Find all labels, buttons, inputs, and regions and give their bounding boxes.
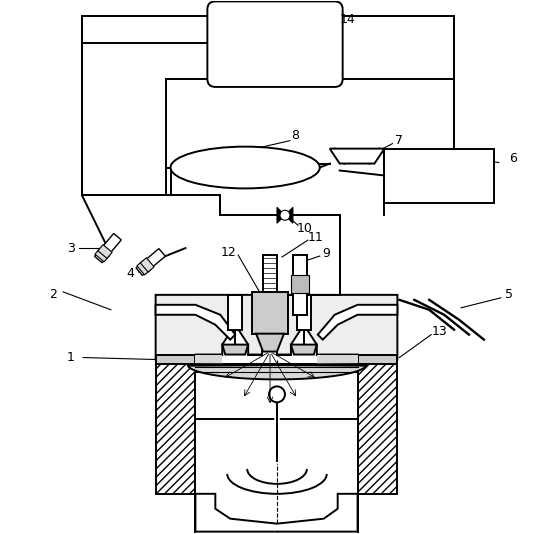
Polygon shape bbox=[95, 233, 121, 263]
Polygon shape bbox=[155, 305, 235, 340]
Polygon shape bbox=[291, 344, 317, 355]
Text: 1: 1 bbox=[67, 351, 75, 364]
Polygon shape bbox=[155, 359, 195, 494]
Polygon shape bbox=[293, 255, 307, 315]
Polygon shape bbox=[263, 255, 277, 292]
Polygon shape bbox=[358, 359, 398, 494]
Text: 2: 2 bbox=[49, 288, 57, 301]
Polygon shape bbox=[136, 249, 165, 276]
Text: 6: 6 bbox=[509, 152, 517, 165]
Polygon shape bbox=[297, 295, 311, 329]
Polygon shape bbox=[291, 275, 309, 293]
Text: 10: 10 bbox=[297, 222, 313, 235]
Text: 11: 11 bbox=[308, 231, 324, 244]
Polygon shape bbox=[254, 295, 286, 332]
Text: 14: 14 bbox=[340, 13, 356, 26]
Text: 12: 12 bbox=[221, 246, 236, 258]
Polygon shape bbox=[195, 365, 358, 419]
Text: 3: 3 bbox=[67, 241, 75, 255]
Text: 13: 13 bbox=[431, 325, 447, 338]
Polygon shape bbox=[155, 295, 398, 359]
Circle shape bbox=[269, 387, 285, 402]
Ellipse shape bbox=[170, 147, 320, 189]
Text: 7: 7 bbox=[395, 134, 403, 147]
Polygon shape bbox=[228, 295, 242, 329]
Polygon shape bbox=[137, 261, 150, 275]
Polygon shape bbox=[140, 258, 154, 272]
Text: 4: 4 bbox=[127, 268, 135, 280]
FancyBboxPatch shape bbox=[207, 2, 343, 87]
Polygon shape bbox=[318, 305, 398, 340]
Polygon shape bbox=[95, 248, 109, 262]
Polygon shape bbox=[384, 148, 494, 203]
Polygon shape bbox=[252, 292, 288, 334]
Polygon shape bbox=[317, 355, 358, 365]
Polygon shape bbox=[195, 494, 358, 532]
Polygon shape bbox=[98, 245, 112, 258]
Polygon shape bbox=[187, 365, 367, 379]
Polygon shape bbox=[358, 355, 398, 365]
Polygon shape bbox=[330, 148, 384, 163]
Text: 5: 5 bbox=[505, 288, 513, 301]
Text: 9: 9 bbox=[322, 247, 330, 260]
Circle shape bbox=[280, 210, 290, 220]
Polygon shape bbox=[155, 355, 195, 365]
Polygon shape bbox=[195, 355, 222, 365]
Polygon shape bbox=[277, 207, 293, 223]
Polygon shape bbox=[256, 334, 284, 351]
Polygon shape bbox=[222, 344, 248, 355]
Text: 8: 8 bbox=[291, 129, 299, 142]
